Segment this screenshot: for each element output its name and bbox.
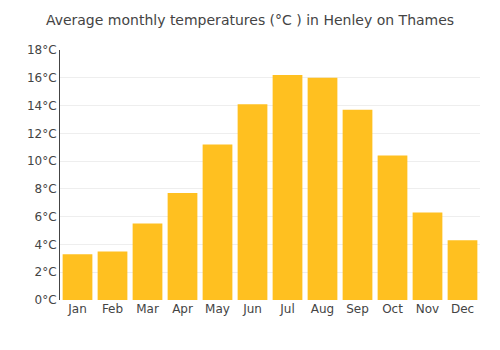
svg-text:12°C: 12°C	[27, 127, 57, 141]
svg-text:8°C: 8°C	[35, 182, 57, 196]
svg-text:0°C: 0°C	[35, 293, 57, 307]
svg-text:14°C: 14°C	[27, 99, 57, 113]
svg-text:Nov: Nov	[416, 302, 439, 316]
svg-text:18°C: 18°C	[27, 43, 57, 57]
svg-text:Apr: Apr	[172, 302, 193, 316]
svg-text:4°C: 4°C	[35, 238, 57, 252]
svg-text:Aug: Aug	[311, 302, 334, 316]
svg-text:10°C: 10°C	[27, 154, 57, 168]
svg-text:Sep: Sep	[346, 302, 369, 316]
svg-text:Oct: Oct	[382, 302, 403, 316]
svg-text:2°C: 2°C	[35, 265, 57, 279]
svg-text:Feb: Feb	[102, 302, 123, 316]
svg-text:6°C: 6°C	[35, 210, 57, 224]
svg-text:Jun: Jun	[242, 302, 262, 316]
svg-text:Jan: Jan	[67, 302, 87, 316]
svg-text:Dec: Dec	[451, 302, 474, 316]
svg-text:Average monthly temperatures (: Average monthly temperatures (°C ) in He…	[46, 12, 454, 28]
svg-text:16°C: 16°C	[27, 71, 57, 85]
svg-text:Mar: Mar	[136, 302, 159, 316]
svg-text:May: May	[205, 302, 230, 316]
svg-text:Jul: Jul	[279, 302, 294, 316]
